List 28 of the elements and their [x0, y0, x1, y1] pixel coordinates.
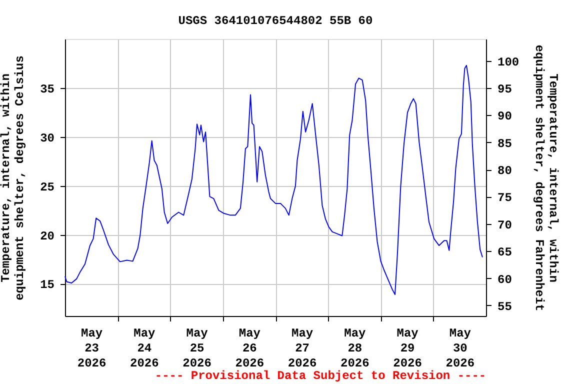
y2-tick-label: 85: [498, 136, 512, 151]
y2-tick-label: 95: [498, 82, 512, 96]
text: ---- Provisional Data Subject to Revision ----: [154, 369, 486, 383]
line-series: [64, 64, 483, 295]
y2-tick-label: 55: [498, 300, 512, 314]
y-tick-label: 30: [40, 131, 54, 146]
x-tick-label: May 26 2026: [235, 326, 264, 370]
y-tick-label: 20: [40, 229, 54, 244]
y2-tick-label: 70: [498, 218, 512, 232]
x-tick-label: May 30 2026: [446, 326, 475, 370]
y-tick-label: 15: [40, 278, 54, 292]
x-tick-label: May 25 2026: [182, 326, 212, 370]
y2-tick-label: 80: [498, 164, 512, 178]
x-tick-label: May 24 2026: [130, 326, 159, 370]
y-tick-label: 35: [40, 82, 54, 96]
y2-tick-label: 65: [498, 246, 512, 260]
x-tick-label: May 27 2026: [288, 326, 317, 370]
y2-tick-label: 100: [498, 55, 520, 70]
x-tick-label: May 28 2026: [340, 326, 370, 370]
y2-tick-label: 75: [498, 191, 512, 206]
y-tick-label: 25: [40, 180, 54, 194]
x-tick-label: May 23 2026: [77, 326, 106, 370]
y-axis-title: Temperature, internal, within equipment shelter, degrees Celsius: [0, 56, 28, 300]
chart-title: USGS 364101076544802 55B 60: [178, 14, 373, 28]
y2-tick-label: 90: [498, 110, 512, 124]
x-tick-label: May 29 2026: [393, 326, 422, 370]
y2-tick-label: 60: [498, 272, 512, 287]
y2-axis-title: Temperature, internal, within equipment shelter, degrees Fahrenheit: [532, 44, 560, 312]
